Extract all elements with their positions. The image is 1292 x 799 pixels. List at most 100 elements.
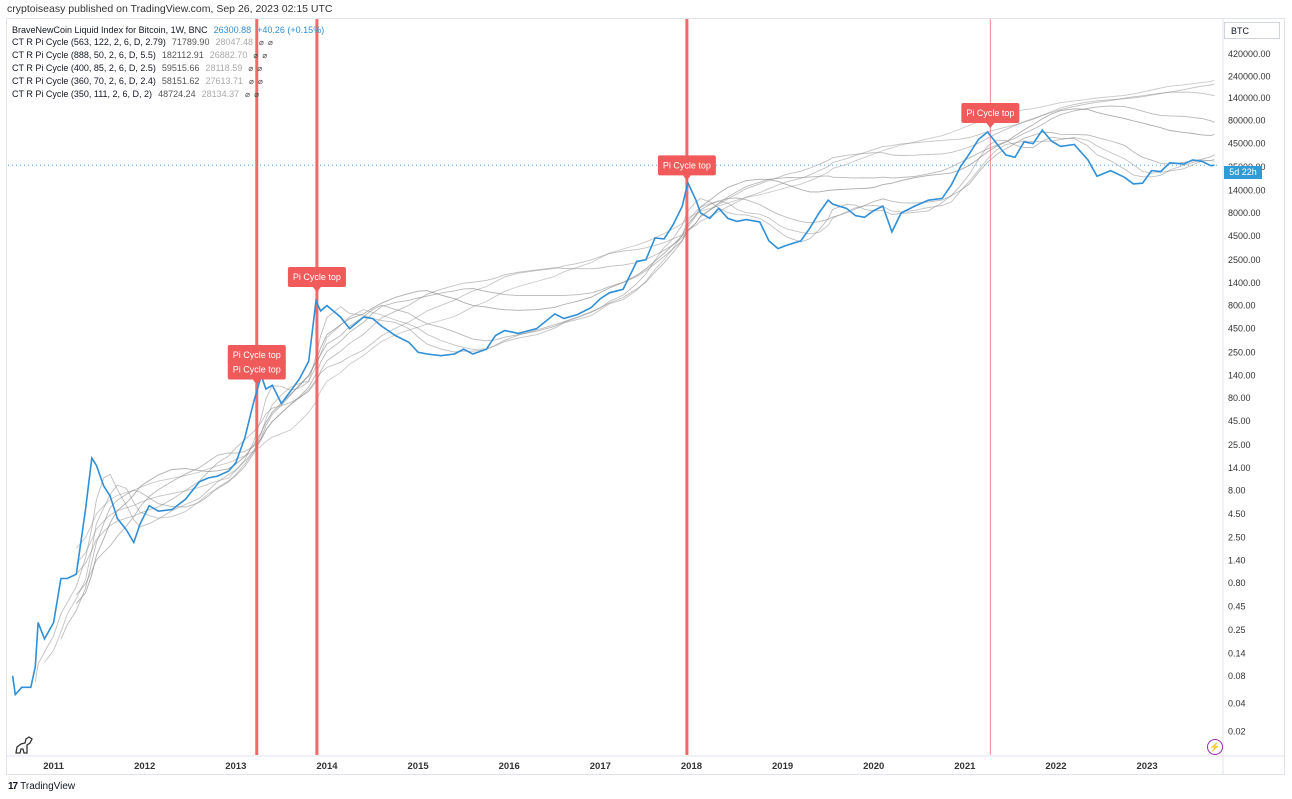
pi-cycle-ma-line [75, 105, 1215, 595]
y-tick-label: 14.00 [1228, 463, 1251, 473]
legend-main-row[interactable]: BraveNewCoin Liquid Index for Bitcoin, 1… [12, 24, 324, 36]
pi-cycle-ma-line [75, 83, 1215, 564]
y-tick-label: 1.40 [1228, 556, 1246, 566]
y-tick-label: 0.25 [1228, 625, 1246, 635]
indicator-name: CT R Pi Cycle (563, 122, 2, 6, D, 2.79) [12, 37, 166, 47]
y-tick-label: 45.00 [1228, 416, 1251, 426]
indicator-name: CT R Pi Cycle (350, 111, 2, 6, D, 2) [12, 89, 153, 99]
x-tick-label: 2014 [316, 761, 338, 772]
label-text: Pi Cycle top [293, 272, 341, 282]
eye-settings-icon[interactable]: ⌀ ⌀ [253, 51, 269, 60]
y-tick-label: 2500.00 [1228, 255, 1261, 265]
eye-settings-icon[interactable]: ⌀ ⌀ [248, 77, 264, 86]
tradingview-logo-icon: 17 [8, 781, 18, 792]
bar-countdown-tag: 5d 22h [1224, 166, 1262, 179]
eye-settings-icon[interactable]: ⌀ ⌀ [245, 90, 261, 99]
indicator-name: CT R Pi Cycle (360, 70, 2, 6, D, 2.4) [12, 76, 156, 86]
indicator-name: CT R Pi Cycle (400, 85, 2, 6, D, 2.5) [12, 63, 156, 73]
indicator-value-1: 48724.24 [158, 89, 196, 99]
pi-cycle-top-label[interactable]: Pi Cycle top [287, 266, 346, 292]
y-tick-label: 14000.00 [1228, 186, 1266, 196]
indicator-value-1: 71789.90 [171, 37, 210, 47]
indicator-value-1: 58151.62 [161, 76, 200, 86]
pi-cycle-ma-line [75, 79, 1215, 549]
legend-indicator-row[interactable]: CT R Pi Cycle (400, 85, 2, 6, D, 2.5) 595… [12, 62, 324, 75]
y-tick-label: 80.00 [1228, 393, 1251, 403]
label-pointer [252, 379, 261, 385]
label-text: Pi Cycle top [966, 108, 1014, 118]
y-tick-label: 45000.00 [1228, 139, 1266, 149]
y-tick-label: 1400.00 [1228, 278, 1261, 288]
lightning-icon[interactable]: ⚡ [1207, 739, 1223, 755]
dinosaur-icon[interactable] [14, 735, 36, 755]
pi-cycle-top-label[interactable]: Pi Cycle top [961, 103, 1020, 129]
x-tick-label: 2023 [1137, 761, 1158, 772]
legend-indicator-row[interactable]: CT R Pi Cycle (360, 70, 2, 6, D, 2.4) 581… [12, 75, 324, 88]
x-tick-label: 2015 [408, 761, 430, 772]
x-tick-label: 2016 [499, 761, 520, 772]
label-text: Pi Cycle top [233, 365, 281, 375]
label-box [961, 103, 1020, 124]
symbol-box[interactable]: BTC [1224, 22, 1280, 39]
y-tick-label: 25.00 [1228, 440, 1251, 450]
symbol-title: BraveNewCoin Liquid Index for Bitcoin, 1… [12, 25, 208, 35]
label-pointer [986, 123, 995, 129]
pi-cycle-ma-line [75, 108, 1215, 604]
last-price: 26300.88 [213, 25, 252, 35]
x-tick-label: 2019 [772, 761, 793, 772]
y-tick-label: 0.08 [1228, 671, 1246, 681]
indicator-value-2: 28047.48 [215, 37, 253, 47]
footer: 17 TradingView [8, 781, 75, 792]
price-series-line[interactable] [11, 128, 1215, 697]
legend-indicator-row[interactable]: CT R Pi Cycle (888, 50, 2, 6, D, 5.5) 182… [12, 49, 324, 62]
price-change: +40.26 (+0.15%) [257, 25, 325, 35]
pi-cycle-ma-line [44, 136, 1215, 663]
indicator-value-2: 28118.59 [205, 63, 243, 73]
x-tick-label: 2011 [43, 761, 64, 772]
label-text: Pi Cycle top [663, 160, 711, 170]
publish-note: cryptoiseasy published on TradingView.co… [7, 3, 333, 15]
indicator-name: CT R Pi Cycle (888, 50, 2, 6, D, 5.5) [12, 50, 156, 60]
y-tick-label: 4500.00 [1228, 231, 1261, 241]
legend-indicator-row[interactable]: CT R Pi Cycle (350, 111, 2, 6, D, 2) 4872… [12, 88, 324, 101]
y-tick-label: 8000.00 [1228, 208, 1261, 218]
y-tick-label: 0.02 [1228, 726, 1246, 736]
pi-cycle-ma-line [34, 136, 1215, 683]
y-tick-label: 450.00 [1228, 324, 1256, 334]
pi-cycle-top-label[interactable]: Pi Cycle top [657, 155, 716, 181]
y-tick-label: 140000.00 [1228, 93, 1271, 103]
y-tick-label: 250.00 [1228, 347, 1256, 357]
y-tick-label: 0.45 [1228, 601, 1246, 611]
y-tick-label: 0.14 [1228, 648, 1246, 658]
y-tick-label: 800.00 [1228, 301, 1256, 311]
y-tick-label: 140.00 [1228, 371, 1256, 381]
eye-settings-icon[interactable]: ⌀ ⌀ [248, 64, 264, 73]
eye-settings-icon[interactable]: ⌀ ⌀ [259, 38, 274, 47]
x-tick-label: 2018 [681, 761, 702, 772]
label-box [227, 359, 286, 380]
label-box [657, 155, 716, 176]
label-pointer [682, 175, 691, 181]
legend-indicator-row[interactable]: CT R Pi Cycle (563, 122, 2, 6, D, 2.79) 7… [12, 36, 324, 49]
y-tick-label: 420000.00 [1228, 49, 1271, 59]
y-tick-label: 0.04 [1228, 699, 1246, 709]
pi-cycle-ma-line [75, 91, 1215, 575]
label-text: Pi Cycle top [233, 350, 281, 360]
x-tick-label: 2021 [954, 761, 976, 772]
y-tick-label: 4.50 [1228, 509, 1246, 519]
chart-legend: BraveNewCoin Liquid Index for Bitcoin, 1… [12, 24, 324, 101]
pi-cycle-top-label[interactable]: Pi Cycle top [227, 359, 286, 385]
x-tick-label: 2012 [134, 761, 155, 772]
y-tick-label: 240000.00 [1228, 71, 1271, 81]
y-tick-label: 2.50 [1228, 532, 1246, 542]
chart-frame [6, 18, 1285, 775]
y-tick-label: 8.00 [1228, 486, 1246, 496]
footer-brand: TradingView [20, 781, 76, 792]
indicator-value-2: 28134.37 [201, 89, 240, 99]
y-tick-label: 0.80 [1228, 578, 1246, 588]
indicator-value-2: 27613.71 [205, 76, 243, 86]
label-box [287, 266, 346, 287]
pi-cycle-ma-line [60, 131, 1215, 640]
x-tick-label: 2020 [863, 761, 884, 772]
